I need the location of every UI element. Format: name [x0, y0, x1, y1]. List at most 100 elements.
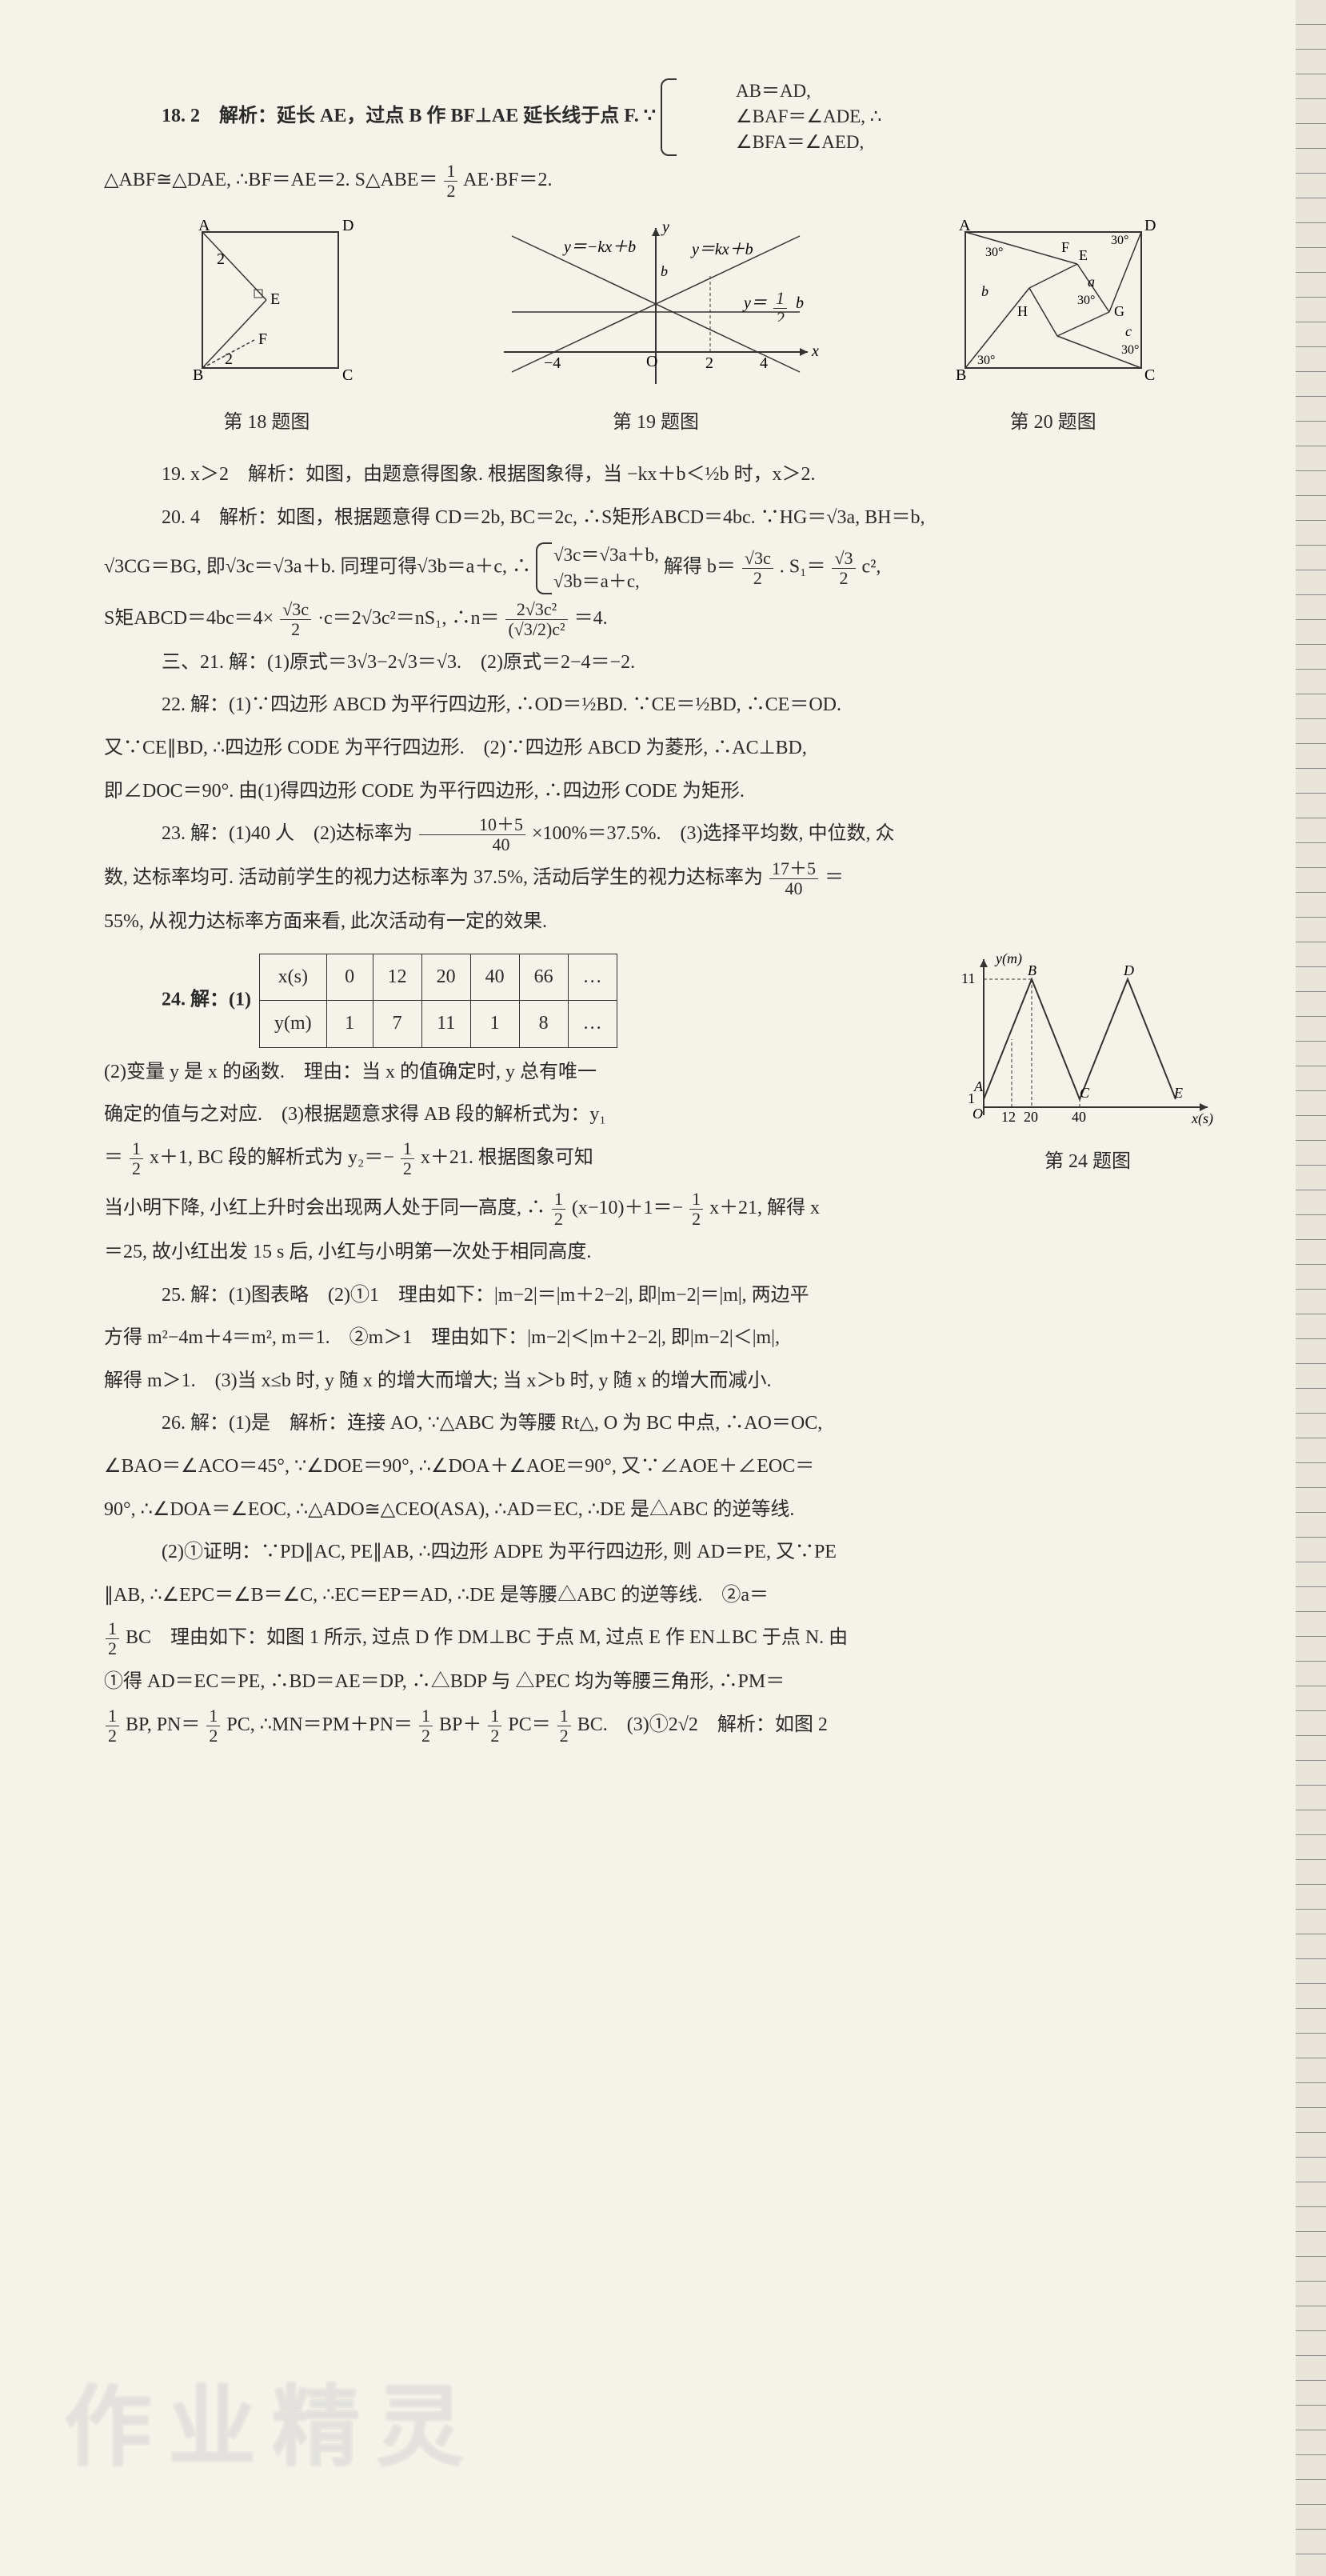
t: x＋21, 解得 x	[709, 1198, 820, 1218]
f-d: 2	[552, 1210, 565, 1228]
page: 18. 2 解析：延长 AE，过点 B 作 BF⊥AE 延长线于点 F. ∵ A…	[0, 0, 1296, 2576]
p23-l1: 23. 解：(1)40 人 (2)达标率为 10＋540 ×100%＝37.5%…	[104, 816, 1224, 854]
f-n: 1	[130, 1140, 143, 1159]
p21: 三、21. 解：(1)原式＝3√3−2√3＝√3. (2)原式＝2−4＝−2.	[104, 645, 1224, 682]
fig19-n4: −4	[544, 354, 561, 372]
cell: x(s)	[259, 954, 326, 1001]
fig18-svg: A D B C E F 2 2	[162, 216, 370, 400]
cell: …	[568, 954, 617, 1001]
fig18-C: C	[342, 366, 353, 384]
f24-E: E	[1173, 1085, 1183, 1101]
p24-l6: ＝25, 故小红出发 15 s 后, 小红与小明第一次处于相同高度.	[104, 1234, 1224, 1271]
fig18-E: E	[270, 290, 280, 308]
fig19-svg: O x y −4 2 4 b y＝−kx＋b y＝kx＋b y＝ 12 b	[488, 216, 824, 400]
f20-30c: 30°	[1121, 343, 1139, 357]
p20-l2-pre: √3CG＝BG, 即√3c＝√3a＋b. 同理可得√3b＝a＋c, ∴	[104, 557, 531, 578]
p20-l3-mid1: ·c＝2√3c²＝nS₁, ∴n＝	[318, 608, 499, 629]
fig19-x: x	[811, 342, 819, 360]
f20-G: G	[1114, 303, 1124, 319]
cell: 66	[519, 954, 568, 1001]
p20-sys-0: √3c＝√3a＋b,	[553, 542, 659, 568]
f20-30e: 30°	[1077, 294, 1095, 307]
f-d: 2	[419, 1726, 433, 1745]
f20-D: D	[1144, 217, 1156, 234]
f20-B: B	[956, 366, 966, 384]
p20-l3-post: ＝4.	[574, 608, 608, 629]
p18-brace: AB＝AD, ∠BAF＝∠ADE, ∴ ∠BFA＝∠AED,	[661, 78, 881, 156]
cell: 0	[326, 954, 373, 1001]
f24-y11: 11	[961, 970, 975, 986]
t: BP, PN＝	[126, 1714, 200, 1735]
t: 当小明下降, 小红上升时会出现两人处于同一高度, ∴	[104, 1198, 545, 1218]
frac-num: 1	[444, 162, 457, 182]
t: BC 理由如下：如图 1 所示, 过点 D 作 DM⊥BC 于点 M, 过点 E…	[126, 1627, 848, 1648]
p20-l3-pre: S矩ABCD＝4bc＝4×	[104, 608, 274, 629]
p26-l1: 26. 解：(1)是 解析：连接 AO, ∵△ABC 为等腰 Rt△, O 为 …	[104, 1406, 1224, 1442]
p20-brace: √3c＝√3a＋b, √3b＝a＋c,	[536, 542, 659, 594]
fig24-caption: 第 24 题图	[1044, 1144, 1131, 1181]
p24-left: 24. 解：(1) x(s) 0 12 20 40 66 … y(m) 1	[104, 947, 928, 1184]
f-n: 1	[106, 1707, 119, 1726]
f24-t12: 12	[1001, 1109, 1016, 1125]
t: PC, ∴MN＝PM＋PN＝	[226, 1714, 413, 1735]
fig18-caption: 第 18 题图	[223, 405, 310, 442]
fig18-F: F	[258, 330, 267, 348]
p20-l1: 20. 4 解析：如图，根据题意得 CD＝2b, BC＝2c, ∴S矩形ABCD…	[104, 500, 1224, 537]
f20-c: c	[1125, 323, 1132, 339]
f-n: 17＋5	[769, 860, 818, 879]
p22-l1: 22. 解：(1)∵四边形 ABCD 为平行四边形, ∴OD＝½BD. ∵CE＝…	[104, 687, 1224, 724]
p20-sys-1: √3b＝a＋c,	[553, 569, 659, 594]
t: x＋1, BC 段的解析式为 y₂＝−	[150, 1147, 394, 1168]
fig19-o: O	[646, 353, 657, 370]
p22-l2: 又∵CE∥BD, ∴四边形 CODE 为平行四边形. (2)∵四边形 ABCD …	[104, 730, 1224, 767]
margin-marks	[1296, 0, 1326, 2576]
f-d: 2	[488, 1726, 501, 1745]
f24-C: C	[1080, 1085, 1090, 1101]
p20-l2: √3CG＝BG, 即√3c＝√3a＋b. 同理可得√3b＝a＋c, ∴ √3c＝…	[104, 542, 1224, 594]
p23-l1-pre: 23. 解：(1)40 人 (2)达标率为	[162, 823, 417, 844]
fig19-b: b	[661, 263, 668, 279]
table-row: x(s) 0 12 20 40 66 …	[259, 954, 617, 1001]
f-d: 2	[106, 1726, 119, 1745]
fig19-l3pre: y＝	[742, 294, 767, 312]
p26-l2: ∠BAO＝∠ACO＝45°, ∵∠DOE＝90°, ∴∠DOA＋∠AOE＝90°…	[104, 1449, 1224, 1486]
fig20-svg: A D B C E F G H 30° 30° 30° 30° 30° a b …	[941, 216, 1165, 400]
f-d: 2	[130, 1159, 143, 1178]
p20-l2-post: c²,	[862, 557, 881, 578]
t: BP＋	[439, 1714, 481, 1735]
f24-t40: 40	[1072, 1109, 1086, 1125]
p26-l6: 12 BC 理由如下：如图 1 所示, 过点 D 作 DM⊥BC 于点 M, 过…	[104, 1620, 1224, 1658]
f-d: 2	[557, 1726, 571, 1745]
frac-den: 2	[444, 182, 457, 200]
p25-l1: 25. 解：(1)图表略 (2)①1 理由如下：|m−2|＝|m＋2−2|, 即…	[104, 1278, 1224, 1314]
f-d: 40	[419, 835, 525, 854]
f-d: 2	[401, 1159, 414, 1178]
p24-l4: ＝ 12 x＋1, BC 段的解析式为 y₂＝− 12 x＋21. 根据图象可知	[104, 1140, 928, 1178]
cell: 7	[373, 1001, 421, 1048]
p20-l2-mid: 解得 b＝	[664, 557, 736, 578]
table-row: y(m) 1 7 11 1 8 …	[259, 1001, 617, 1048]
p23-l3: 55%, 从视力达标率方面来看, 此次活动有一定的效果.	[104, 904, 1224, 941]
f-d: 2	[280, 620, 311, 638]
f20-F: F	[1061, 239, 1069, 255]
f-n: √3c	[742, 550, 773, 569]
f20-30d: 30°	[977, 354, 995, 367]
p18-sys-0: AB＝AD,	[678, 78, 881, 104]
p26-l8: 12 BP, PN＝ 12 PC, ∴MN＝PM＋PN＝ 12 BP＋ 12 P…	[104, 1707, 1224, 1745]
fig19-l1: y＝−kx＋b	[562, 238, 636, 256]
f-d: 2	[742, 569, 773, 587]
p26-l5: ∥AB, ∴∠EPC＝∠B＝∠C, ∴EC＝EP＝AD, ∴DE 是等腰△ABC…	[104, 1578, 1224, 1614]
watermark: 作业精灵	[64, 2345, 480, 2512]
fig20-caption: 第 20 题图	[1010, 405, 1096, 442]
fig18-B: B	[193, 366, 203, 384]
fig24-col: y(m) x(s) O 1 11 12 20 40 A B C D E 第 24…	[952, 947, 1224, 1181]
p24-row: 24. 解：(1) x(s) 0 12 20 40 66 … y(m) 1	[104, 947, 1224, 1184]
p26-l4: (2)①证明：∵PD∥AC, PE∥AB, ∴四边形 ADPE 为平行四边形, …	[104, 1534, 1224, 1571]
cell: 40	[470, 954, 519, 1001]
f20-A: A	[959, 217, 971, 234]
fig19-l3post: b	[796, 294, 804, 312]
fig19-y: y	[661, 218, 669, 236]
fig19-p4: 4	[760, 354, 768, 372]
f-n: 1	[206, 1707, 220, 1726]
cell: 11	[421, 1001, 470, 1048]
